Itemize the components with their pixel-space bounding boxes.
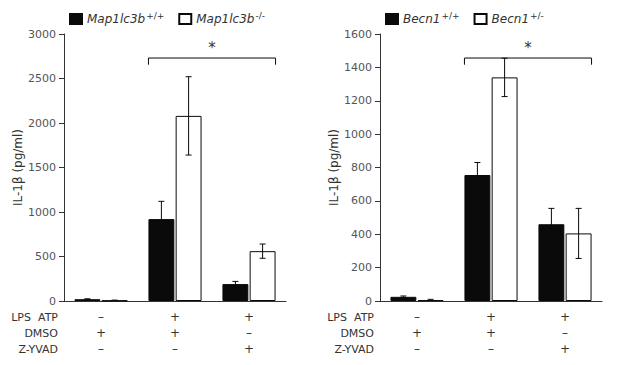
svg-text:–: – bbox=[172, 342, 178, 356]
svg-text:*: * bbox=[524, 39, 532, 57]
svg-text:+: + bbox=[412, 326, 422, 340]
svg-text:200: 200 bbox=[351, 261, 372, 274]
svg-text:+: + bbox=[486, 310, 496, 324]
svg-text:+: + bbox=[244, 310, 254, 324]
svg-text:–: – bbox=[246, 326, 252, 340]
svg-text:LPS ATP: LPS ATP bbox=[327, 311, 374, 324]
svg-text:–: – bbox=[414, 310, 420, 324]
svg-text:1500: 1500 bbox=[28, 161, 56, 174]
svg-text:–: – bbox=[562, 326, 568, 340]
svg-text:–: – bbox=[98, 310, 104, 324]
svg-text:3000: 3000 bbox=[28, 28, 56, 41]
svg-text:Z-YVAD: Z-YVAD bbox=[334, 343, 374, 356]
svg-text:+: + bbox=[560, 342, 570, 356]
svg-text:LPS ATP: LPS ATP bbox=[11, 311, 58, 324]
svg-text:+: + bbox=[560, 310, 570, 324]
svg-text:Map1lc3b: Map1lc3b bbox=[196, 12, 255, 26]
svg-text:*: * bbox=[208, 39, 216, 57]
svg-text:2000: 2000 bbox=[28, 117, 56, 130]
svg-text:2500: 2500 bbox=[28, 72, 56, 85]
svg-text:-/-: -/- bbox=[255, 11, 265, 21]
svg-text:1600: 1600 bbox=[344, 28, 372, 41]
svg-text:600: 600 bbox=[351, 194, 372, 207]
svg-text:Becn1: Becn1 bbox=[492, 12, 529, 26]
svg-text:Z-YVAD: Z-YVAD bbox=[18, 343, 58, 356]
svg-text:–: – bbox=[98, 342, 104, 356]
svg-text:+/-: +/- bbox=[530, 11, 544, 21]
svg-text:400: 400 bbox=[351, 228, 372, 241]
svg-text:Map1lc3b: Map1lc3b bbox=[87, 12, 146, 26]
svg-text:IL-1β (pg/ml): IL-1β (pg/ml) bbox=[11, 129, 25, 206]
svg-text:0: 0 bbox=[365, 295, 372, 308]
svg-text:0: 0 bbox=[49, 295, 56, 308]
svg-text:1000: 1000 bbox=[344, 128, 372, 141]
svg-text:Becn1: Becn1 bbox=[403, 12, 440, 26]
svg-text:1400: 1400 bbox=[344, 61, 372, 74]
svg-text:+: + bbox=[170, 310, 180, 324]
svg-text:1000: 1000 bbox=[28, 206, 56, 219]
svg-text:DMSO: DMSO bbox=[340, 327, 374, 340]
svg-text:DMSO: DMSO bbox=[24, 327, 58, 340]
svg-text:800: 800 bbox=[351, 161, 372, 174]
svg-text:–: – bbox=[488, 342, 494, 356]
svg-text:–: – bbox=[414, 342, 420, 356]
svg-text:1200: 1200 bbox=[344, 94, 372, 107]
svg-text:+/+: +/+ bbox=[146, 11, 164, 21]
svg-text:+: + bbox=[486, 326, 496, 340]
svg-text:+: + bbox=[170, 326, 180, 340]
svg-text:500: 500 bbox=[35, 250, 56, 263]
svg-text:+: + bbox=[96, 326, 106, 340]
svg-text:+: + bbox=[244, 342, 254, 356]
svg-text:IL-1β (pg/ml): IL-1β (pg/ml) bbox=[327, 129, 341, 206]
svg-text:+/+: +/+ bbox=[441, 11, 459, 21]
